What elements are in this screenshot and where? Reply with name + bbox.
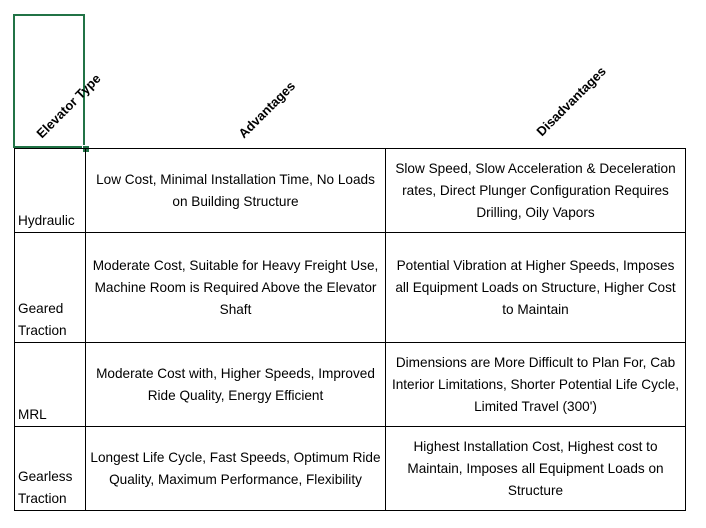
cell-text: Hydraulic xyxy=(18,213,75,228)
cell-text: Moderate Cost, Suitable for Heavy Freigh… xyxy=(92,257,379,317)
type-cell[interactable]: MRL xyxy=(14,342,86,427)
cell-text: MRL xyxy=(18,407,47,422)
header[interactable]: Disadvantages xyxy=(533,63,609,139)
advantages-cell[interactable]: Longest Life Cycle, Fast Speeds, Optimum… xyxy=(85,426,386,511)
disadvantages-cell[interactable]: Slow Speed, Slow Acceleration & Decelera… xyxy=(385,148,686,233)
type-cell[interactable]: Gearless Traction xyxy=(14,426,86,511)
disadvantages-cell[interactable]: Highest Installation Cost, Highest cost … xyxy=(385,426,686,511)
advantages-cell[interactable]: Low Cost, Minimal Installation Time, No … xyxy=(85,148,386,233)
fill-handle[interactable] xyxy=(82,145,90,153)
advantages-cell[interactable]: Moderate Cost with, Higher Speeds, Impro… xyxy=(85,342,386,427)
cell-text: Dimensions are More Difficult to Plan Fo… xyxy=(391,354,680,414)
header[interactable]: Advantages xyxy=(235,78,299,141)
advantages-cell[interactable]: Moderate Cost, Suitable for Heavy Freigh… xyxy=(85,232,386,343)
cell-text: Highest Installation Cost, Highest cost … xyxy=(407,438,664,498)
cell-text: Gearless Traction xyxy=(18,469,73,506)
cell-text: Longest Life Cycle, Fast Speeds, Optimum… xyxy=(90,449,381,487)
cell-text: Low Cost, Minimal Installation Time, No … xyxy=(96,171,375,209)
disadvantages-cell[interactable]: Potential Vibration at Higher Speeds, Im… xyxy=(385,232,686,343)
cell-text: Moderate Cost with, Higher Speeds, Impro… xyxy=(96,365,375,403)
disadvantages-cell[interactable]: Dimensions are More Difficult to Plan Fo… xyxy=(385,342,686,427)
type-cell[interactable]: Geared Traction xyxy=(14,232,86,343)
cell-text: Geared Traction xyxy=(18,301,67,338)
type-cell[interactable]: Hydraulic xyxy=(14,148,86,233)
cell-text: Slow Speed, Slow Acceleration & Decelera… xyxy=(395,160,676,220)
selected-cell[interactable] xyxy=(13,14,85,148)
cell-text: Potential Vibration at Higher Speeds, Im… xyxy=(395,257,676,317)
